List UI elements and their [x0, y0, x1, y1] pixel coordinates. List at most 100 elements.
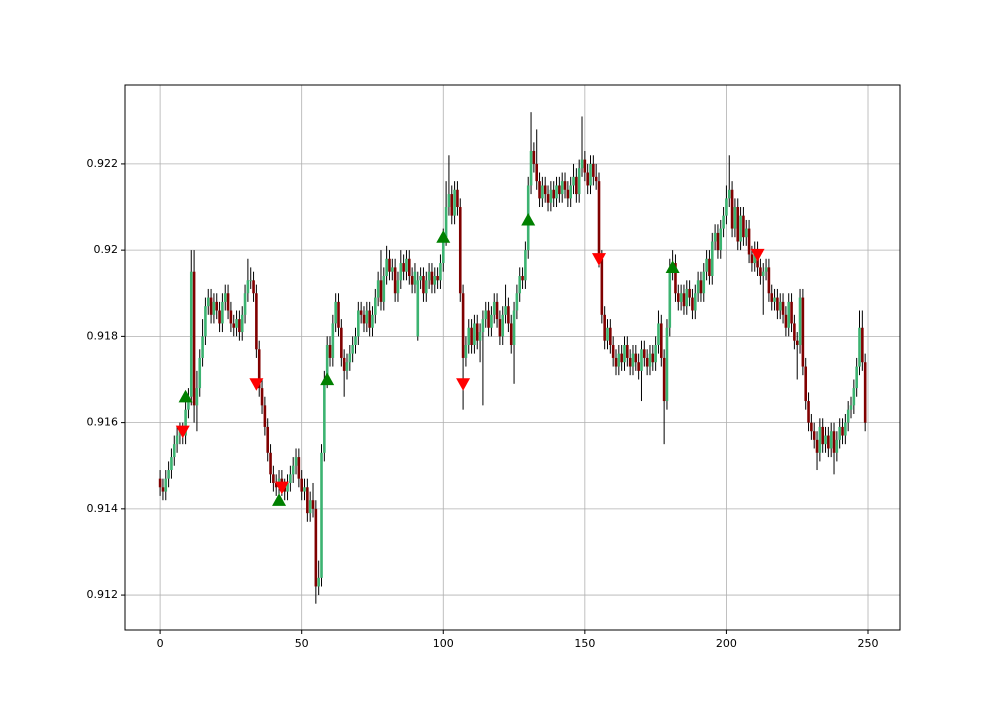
candle-body: [863, 362, 867, 423]
candle-body: [501, 314, 505, 337]
candle-body: [167, 470, 170, 479]
candle-body: [583, 159, 587, 173]
candle-body: [798, 297, 802, 345]
candle-body: [781, 301, 785, 315]
candle-body: [419, 276, 422, 281]
candle-body: [507, 306, 510, 324]
signal-marker: [272, 493, 287, 506]
candle-body: [736, 207, 740, 242]
candle-body: [818, 426, 822, 453]
candle-body: [439, 263, 442, 281]
candle-body: [773, 297, 776, 302]
candle-body: [807, 401, 810, 423]
candle-body: [829, 431, 833, 449]
signal-marker: [249, 378, 264, 391]
candle-body: [665, 327, 669, 402]
candle-body: [790, 301, 793, 324]
candle-body: [172, 444, 176, 458]
candle-body: [382, 276, 386, 302]
candle-body: [170, 457, 173, 471]
candle-body: [297, 457, 301, 479]
candle-body: [708, 258, 711, 277]
candle-body: [376, 280, 380, 298]
candle-body: [458, 207, 462, 294]
candle-body: [379, 280, 383, 302]
candle-body: [674, 263, 677, 294]
candle-body: [257, 349, 261, 389]
candle-body: [291, 465, 295, 475]
candle-body: [832, 431, 836, 453]
candle-body: [405, 258, 408, 272]
candle-body: [436, 276, 439, 281]
x-tick-label: 250: [858, 637, 879, 650]
candle-body: [742, 215, 745, 238]
candle-body: [362, 314, 366, 324]
candle-body: [249, 280, 253, 282]
candle-body: [461, 293, 465, 358]
candle-body: [801, 297, 805, 367]
candle-body: [246, 280, 250, 294]
candle-body: [515, 293, 519, 311]
candle-body: [192, 271, 196, 406]
candle-body: [699, 280, 703, 294]
candle-body: [453, 189, 456, 216]
candle-body: [388, 258, 391, 272]
candle-body: [620, 353, 623, 363]
candle-body: [512, 310, 516, 345]
candle-body: [158, 478, 162, 488]
candle-body: [487, 310, 490, 328]
candle-body: [600, 258, 604, 315]
candle-body: [617, 353, 621, 367]
candle-body: [447, 194, 451, 208]
candle-body: [407, 258, 411, 277]
y-tick-label: 0.918: [87, 329, 119, 342]
candle-body: [651, 353, 655, 363]
candle-body: [844, 422, 847, 436]
x-tick-label: 50: [295, 637, 309, 650]
candle-body: [481, 319, 485, 333]
candle-body: [846, 409, 850, 423]
candle-body: [215, 301, 219, 311]
x-tick-label: 200: [716, 637, 737, 650]
candle-body: [682, 293, 686, 307]
candle-body: [849, 405, 853, 410]
candle-body: [320, 452, 323, 578]
candle-body: [260, 388, 264, 406]
y-tick-label: 0.912: [87, 588, 119, 601]
candle-body: [594, 176, 598, 182]
candle-body: [730, 189, 734, 229]
candle-body: [325, 344, 329, 380]
candle-body: [206, 297, 210, 307]
candle-body: [311, 500, 315, 509]
candle-body: [577, 168, 581, 195]
signal-marker: [592, 253, 607, 266]
x-tick-label: 100: [433, 637, 454, 650]
candle-body: [614, 357, 618, 367]
candle-body: [744, 228, 748, 238]
candle-body: [317, 577, 320, 587]
candle-body: [555, 185, 558, 199]
y-tick-label: 0.92: [94, 243, 119, 256]
candle-body: [569, 185, 572, 199]
candle-body: [175, 435, 179, 445]
candle-body: [815, 439, 819, 453]
candle-body: [778, 301, 782, 311]
candle-body: [648, 353, 652, 367]
candle-body: [348, 353, 352, 363]
signal-marker: [178, 389, 193, 403]
candle-body: [374, 297, 377, 315]
candle-body: [535, 163, 539, 182]
candle-body: [433, 276, 437, 285]
candle-body: [719, 228, 723, 251]
candle-body: [580, 159, 584, 169]
candle-body: [368, 310, 371, 328]
candle-body: [824, 435, 827, 445]
signal-marker: [521, 212, 536, 226]
candle-body: [430, 271, 434, 285]
candle-body: [402, 263, 405, 272]
candle-body: [566, 189, 570, 199]
candle-body: [342, 357, 346, 371]
candle-body: [396, 280, 400, 294]
candle-body: [252, 280, 255, 294]
candle-body: [498, 319, 502, 337]
